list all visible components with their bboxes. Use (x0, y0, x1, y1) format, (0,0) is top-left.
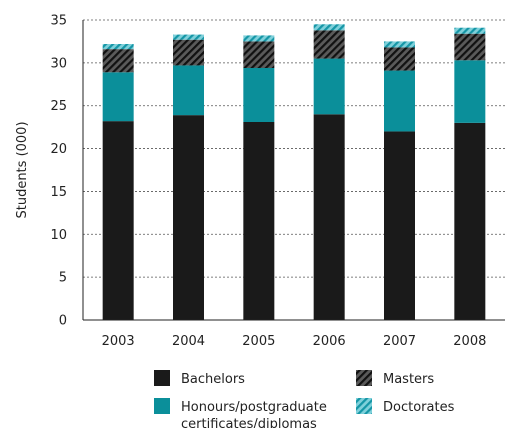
y-tick-label: 35 (50, 14, 67, 29)
y-tick-label: 20 (50, 142, 67, 157)
bar-masters-2003 (102, 49, 134, 73)
legend-label-honours-postgraduate-certificates-diplomas: Honours/postgraduate (181, 400, 327, 415)
bar-doctorates-2003 (102, 44, 134, 50)
x-tick-label: 2007 (383, 334, 416, 349)
y-tick-label: 25 (50, 99, 67, 114)
legend-swatch-bachelors (154, 370, 170, 386)
bar-masters-2007 (384, 47, 415, 71)
bar-doctorates-2004 (173, 34, 204, 40)
y-tick-label: 15 (50, 185, 67, 200)
bar-honours-postgraduate-certificates-diplomas-2004 (173, 65, 204, 116)
legend-label-masters: Masters (383, 372, 434, 387)
axes: 0 5 10 15 20 25 30 35 Students (000) 2003 2004 2005… (15, 14, 505, 349)
legend-label-doctorates: Doctorates (383, 400, 455, 415)
x-tick-label: 2005 (242, 334, 275, 349)
bar-masters-2008 (454, 33, 486, 61)
bar-doctorates-2008 (454, 27, 486, 34)
x-tick-label: 2004 (172, 334, 205, 349)
bar-masters-2006 (313, 30, 345, 59)
bar-bachelors-2008 (454, 122, 486, 320)
bar-honours-postgraduate-certificates-diplomas-2006 (313, 58, 345, 115)
gridlines (83, 19, 505, 278)
legend-swatch-doctorates (356, 398, 372, 414)
bars (102, 24, 486, 321)
y-tick-label: 0 (59, 314, 67, 329)
legend-label-bachelors: Bachelors (181, 372, 245, 387)
y-axis-label: Students (000) (15, 121, 30, 218)
x-tick-label: 2003 (102, 334, 135, 349)
bar-bachelors-2007 (384, 131, 415, 320)
legend-swatch-honours-postgraduate-certificates-diplomas (154, 398, 170, 414)
bar-bachelors-2006 (313, 114, 345, 321)
legend: Bachelors Honours/postgraduate certificate… (154, 370, 455, 428)
bar-bachelors-2005 (243, 122, 275, 320)
bar-honours-postgraduate-certificates-diplomas-2005 (243, 68, 275, 122)
bar-honours-postgraduate-certificates-diplomas-2007 (384, 70, 415, 132)
bar-honours-postgraduate-certificates-diplomas-2003 (102, 72, 134, 122)
bar-bachelors-2003 (102, 121, 134, 321)
legend-label-honours-postgraduate-certificates-diplomas: certificates/diplomas (181, 417, 317, 428)
x-tick-label: 2006 (313, 334, 346, 349)
bar-doctorates-2006 (313, 24, 345, 31)
bar-honours-postgraduate-certificates-diplomas-2008 (454, 60, 486, 123)
bar-doctorates-2007 (384, 41, 415, 48)
bar-masters-2005 (243, 41, 275, 68)
bar-bachelors-2004 (173, 115, 204, 321)
legend-swatch-masters (356, 370, 372, 386)
y-tick-label: 10 (50, 228, 67, 243)
y-tick-label: 30 (50, 56, 67, 71)
bar-masters-2004 (173, 39, 204, 66)
x-tick-label: 2008 (453, 334, 486, 349)
bar-doctorates-2005 (243, 35, 275, 42)
y-tick-label: 5 (59, 271, 67, 286)
